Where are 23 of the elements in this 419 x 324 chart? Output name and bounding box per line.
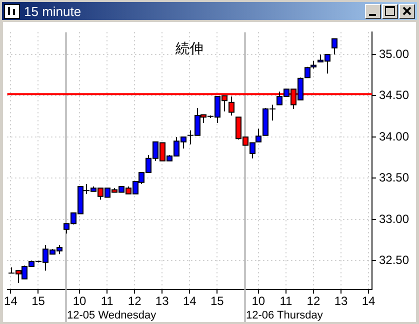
x-tick-label: 12: [128, 294, 142, 308]
text: 12-05 Wednesday: [67, 310, 157, 322]
x-tick-label: 10: [252, 294, 266, 308]
x-tick-label: 13: [155, 294, 170, 308]
x-tick-label: 11: [280, 294, 293, 308]
y-tick-label: 33.00: [378, 212, 410, 226]
y-tick-label: 33.50: [378, 170, 410, 185]
x-tick-label: 15: [32, 294, 46, 308]
y-tick-label: 34.50: [378, 88, 410, 102]
annotation: 続伸: [174, 40, 204, 57]
x-tick-label: 15: [210, 294, 224, 308]
chart-title: 15 minute: [24, 4, 82, 19]
x-tick-label: 14: [182, 294, 197, 308]
x-tick-label: 13: [334, 294, 348, 308]
x-tick-label: 12: [306, 294, 320, 308]
x-tick-label: 14: [362, 294, 376, 308]
text: 12-06 Thursday: [246, 310, 324, 322]
x-tick-label: 11: [100, 294, 114, 308]
y-tick-label: 34.00: [378, 129, 410, 144]
x-tick-label: 14: [4, 294, 18, 308]
y-tick-label: 35.00: [378, 46, 410, 61]
y-tick-label: 32.50: [378, 253, 410, 268]
x-tick-label: 10: [72, 294, 87, 308]
